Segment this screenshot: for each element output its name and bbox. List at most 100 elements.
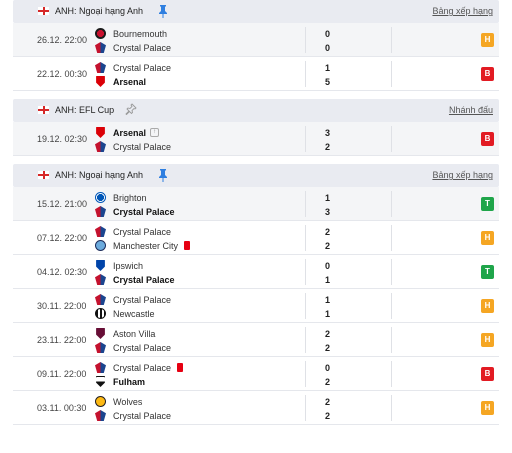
match-row[interactable]: 30.11. 22:00 Crystal Palace 1 Newcastle 1 H bbox=[13, 289, 499, 323]
pinned-icon[interactable] bbox=[158, 168, 168, 182]
result-badge: H bbox=[481, 333, 494, 347]
bournemouth-logo-icon bbox=[95, 28, 106, 39]
home-score: 3 bbox=[325, 128, 331, 138]
palace-logo-icon bbox=[95, 206, 106, 217]
mancity-logo-icon bbox=[95, 240, 106, 251]
home-team-name: Wolves bbox=[113, 396, 143, 407]
home-team-name: Crystal Palace bbox=[113, 294, 172, 305]
competition-header: ANH: Ngoại hạng Anh Bảng xếp hạng bbox=[13, 164, 499, 187]
divider bbox=[391, 27, 392, 53]
away-team: Newcastle bbox=[95, 307, 155, 320]
away-team: Crystal Palace bbox=[95, 409, 171, 422]
home-team: Aston Villa bbox=[95, 327, 155, 340]
home-team: Bournemouth bbox=[95, 27, 167, 40]
away-score: 5 bbox=[325, 77, 331, 87]
home-team-name: Arsenal bbox=[113, 127, 147, 138]
divider bbox=[305, 191, 306, 217]
home-team-name: Ipswich bbox=[113, 260, 144, 271]
pinned-icon[interactable] bbox=[158, 4, 168, 18]
match-row[interactable]: 03.11. 00:30 Wolves 2 Crystal Palace 2 H bbox=[13, 391, 499, 425]
competition-name[interactable]: ANH: Ngoại hạng Anh bbox=[55, 6, 144, 16]
away-score: 2 bbox=[325, 343, 331, 353]
divider bbox=[305, 259, 306, 285]
match-row[interactable]: 07.12. 22:00 Crystal Palace 2 Manchester Ci… bbox=[13, 221, 499, 255]
home-score: 1 bbox=[325, 295, 331, 305]
away-team: Crystal Palace bbox=[95, 273, 175, 286]
away-team: Crystal Palace bbox=[95, 41, 171, 54]
result-badge: H bbox=[481, 231, 494, 245]
match-time: 09.11. 22:00 bbox=[37, 369, 87, 379]
result-badge: B bbox=[481, 367, 494, 381]
result-badge: H bbox=[481, 33, 494, 47]
pin-outline-icon[interactable] bbox=[125, 103, 137, 117]
home-score: 1 bbox=[325, 193, 331, 203]
palace-logo-icon bbox=[95, 274, 106, 285]
newcastle-logo-icon bbox=[95, 308, 106, 319]
fulham-logo-icon bbox=[96, 376, 105, 387]
match-time: 03.11. 00:30 bbox=[37, 403, 87, 413]
divider bbox=[391, 225, 392, 251]
home-team: Crystal Palace bbox=[95, 225, 171, 238]
home-team: Crystal Palace bbox=[95, 361, 184, 374]
competition-name[interactable]: ANH: Ngoại hạng Anh bbox=[55, 170, 144, 180]
england-flag-icon bbox=[38, 171, 49, 179]
match-row[interactable]: 15.12. 21:00 Brighton 1 Crystal Palace 3 T bbox=[13, 187, 499, 221]
divider bbox=[305, 225, 306, 251]
home-team: Ipswich bbox=[95, 259, 143, 272]
divider bbox=[391, 191, 392, 217]
result-badge: T bbox=[481, 265, 494, 279]
away-team-name: Manchester City bbox=[113, 240, 179, 251]
palace-logo-icon bbox=[95, 62, 106, 73]
home-score: 0 bbox=[325, 363, 331, 373]
away-score: 2 bbox=[325, 241, 331, 251]
match-row[interactable]: 26.12. 22:00 Bournemouth 0 Crystal Palace 0 H bbox=[13, 23, 499, 57]
divider bbox=[305, 126, 306, 152]
home-team-name: Aston Villa bbox=[113, 328, 156, 339]
standings-link[interactable]: Nhánh đấu bbox=[448, 105, 493, 115]
match-time: 26.12. 22:00 bbox=[37, 35, 88, 45]
info-icon[interactable]: ↑ bbox=[150, 128, 160, 137]
match-time: 04.12. 02:30 bbox=[37, 267, 88, 277]
match-time: 15.12. 21:00 bbox=[37, 199, 88, 209]
match-row[interactable]: 22.12. 00:30 Crystal Palace 1 Arsenal 5 B bbox=[13, 57, 499, 91]
result-badge: H bbox=[481, 299, 494, 313]
home-score: 0 bbox=[325, 29, 331, 39]
away-team-name: Crystal Palace bbox=[113, 410, 172, 421]
away-team: Arsenal bbox=[95, 75, 146, 88]
result-badge: B bbox=[481, 67, 494, 81]
home-team-name: Crystal Palace bbox=[113, 62, 172, 73]
home-score: 2 bbox=[325, 227, 331, 237]
divider bbox=[305, 361, 306, 387]
brighton-logo-icon bbox=[95, 192, 106, 203]
away-team-name: Newcastle bbox=[113, 308, 155, 319]
away-team-name: Crystal Palace bbox=[113, 42, 172, 53]
england-flag-icon bbox=[38, 106, 49, 114]
away-score: 2 bbox=[325, 142, 331, 152]
home-team-name: Crystal Palace bbox=[113, 362, 172, 373]
competition-name[interactable]: ANH: EFL Cup bbox=[55, 105, 115, 115]
match-row[interactable]: 04.12. 02:30 Ipswich 0 Crystal Palace 1 T bbox=[13, 255, 499, 289]
arsenal-logo-icon bbox=[96, 76, 105, 87]
standings-link[interactable]: Bảng xếp hạng bbox=[432, 170, 493, 180]
match-row[interactable]: 19.12. 02:30 Arsenal ↑ 3 Crystal Palace 2 B bbox=[13, 122, 499, 156]
divider bbox=[391, 61, 392, 87]
divider bbox=[391, 126, 392, 152]
result-badge: H bbox=[481, 401, 494, 415]
home-score: 1 bbox=[325, 63, 331, 73]
divider bbox=[391, 293, 392, 319]
divider bbox=[305, 395, 306, 421]
match-row[interactable]: 23.11. 22:00 Aston Villa 2 Crystal Palace 2 H bbox=[13, 323, 499, 357]
villa-logo-icon bbox=[96, 328, 105, 339]
palace-logo-icon bbox=[95, 141, 106, 152]
away-team-name: Crystal Palace bbox=[113, 342, 172, 353]
competition-header: ANH: Ngoại hạng Anh Bảng xếp hạng bbox=[13, 0, 499, 23]
away-team: Manchester City bbox=[95, 239, 191, 252]
home-score: 0 bbox=[325, 261, 331, 271]
away-team: Crystal Palace bbox=[95, 205, 175, 218]
match-row[interactable]: 09.11. 22:00 Crystal Palace 0 Fulham 2 B bbox=[13, 357, 499, 391]
result-badge: T bbox=[481, 197, 494, 211]
divider bbox=[305, 61, 306, 87]
home-team-name: Brighton bbox=[113, 192, 147, 203]
standings-link[interactable]: Bảng xếp hạng bbox=[432, 6, 493, 16]
